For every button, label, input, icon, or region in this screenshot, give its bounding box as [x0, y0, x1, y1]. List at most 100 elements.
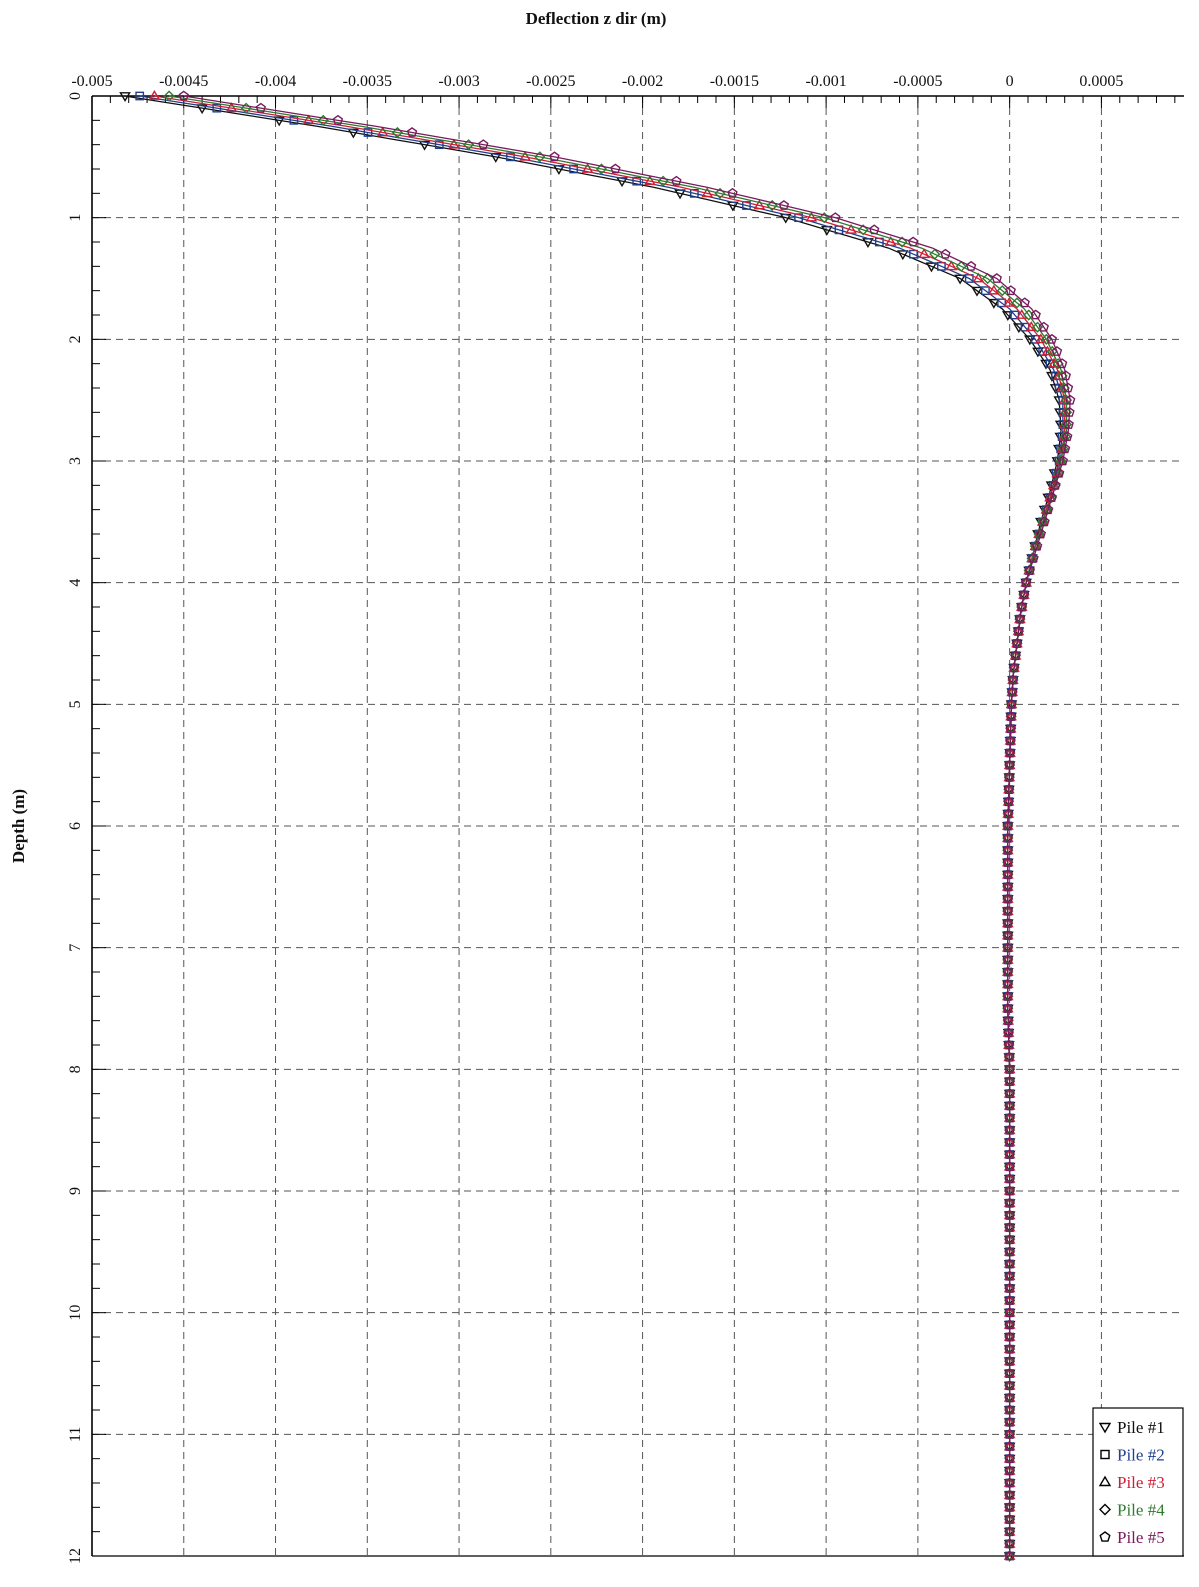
data-point [1004, 1465, 1015, 1476]
data-point [1038, 321, 1049, 332]
x-tick-label: -0.001 [805, 73, 846, 90]
data-point [988, 298, 1000, 309]
data-point [945, 260, 958, 271]
data-point [289, 115, 299, 125]
x-tick-label: 0.0005 [1079, 73, 1123, 90]
data-point [1001, 311, 1014, 321]
y-tick-label: 7 [67, 944, 84, 952]
legend-marker [1099, 1531, 1111, 1542]
data-point [1059, 443, 1071, 454]
data-point [332, 114, 344, 125]
data-point [1041, 345, 1054, 356]
data-point [632, 176, 642, 186]
data-point [1002, 820, 1014, 831]
data-point [1004, 1501, 1015, 1512]
data-point [302, 114, 315, 125]
data-point [1002, 844, 1014, 855]
data-point [671, 175, 682, 186]
data-point [1010, 650, 1021, 661]
data-point [991, 273, 1002, 283]
data-point [1004, 1550, 1015, 1561]
data-point [1004, 1161, 1015, 1172]
data-point [1019, 297, 1030, 308]
data-point [830, 212, 841, 223]
data-point [955, 260, 967, 272]
data-point [907, 236, 919, 247]
data-point [1039, 516, 1050, 527]
data-point [1005, 285, 1016, 296]
data-point [1004, 1453, 1015, 1464]
data-point [1002, 893, 1014, 904]
data-point [1004, 1209, 1015, 1220]
data-point [1002, 832, 1014, 843]
data-point [1002, 881, 1014, 892]
legend-item: Pile #4 [1099, 1501, 1165, 1520]
data-point [1064, 406, 1075, 417]
data-point [347, 128, 360, 139]
data-point [1002, 942, 1014, 953]
data-point [1004, 1368, 1015, 1378]
data-point [896, 236, 908, 248]
data-point [1004, 1343, 1015, 1354]
legend-item: Pile #3 [1098, 1473, 1165, 1492]
data-point [981, 286, 990, 296]
data-point [1040, 333, 1052, 345]
data-point [163, 90, 175, 102]
series-line [183, 95, 1071, 1556]
data-point [1046, 345, 1058, 358]
data-point [884, 236, 897, 246]
data-point [1003, 784, 1015, 794]
data-point [1002, 954, 1014, 965]
data-point [434, 140, 444, 150]
data-point [1002, 917, 1014, 928]
legend-item: Pile #5 [1099, 1528, 1165, 1547]
data-point [1032, 347, 1044, 358]
data-point [1003, 1039, 1015, 1050]
data-point [549, 151, 560, 162]
data-point [1004, 1441, 1015, 1451]
data-point [1004, 1355, 1015, 1366]
data-point [1046, 492, 1058, 502]
data-point [1004, 1112, 1015, 1123]
series-line [168, 95, 1068, 1556]
data-point [1004, 1380, 1015, 1391]
data-point [1031, 540, 1043, 551]
data-point [406, 127, 418, 137]
data-point [1004, 1428, 1015, 1439]
data-point [1004, 747, 1016, 758]
x-tick-label: -0.0045 [159, 73, 208, 90]
data-point [1002, 966, 1014, 977]
data-point [1006, 698, 1017, 709]
data-point [1004, 1319, 1015, 1330]
x-tick-label: -0.003 [438, 73, 479, 90]
data-point [1004, 1051, 1015, 1062]
x-tick-label: -0.0035 [343, 73, 392, 90]
y-tick-label: 3 [67, 457, 84, 465]
data-point [1046, 333, 1058, 344]
data-point [954, 274, 966, 285]
data-point [119, 92, 131, 102]
x-tick-label: -0.0015 [710, 73, 759, 90]
data-point [273, 116, 286, 127]
data-point [1004, 1185, 1015, 1196]
data-point [701, 187, 714, 198]
data-point [376, 126, 389, 137]
data-point [148, 90, 161, 100]
data-point [940, 248, 951, 259]
data-point [1004, 1222, 1015, 1232]
legend-marker [1098, 1475, 1112, 1487]
x-tick-label: 0 [1006, 73, 1014, 90]
data-point [1062, 382, 1074, 393]
data-point [1004, 1124, 1015, 1135]
data-point [1004, 1282, 1015, 1293]
data-point [1004, 1173, 1015, 1184]
data-point [982, 272, 994, 285]
grid [92, 96, 1184, 1556]
data-point [689, 188, 699, 198]
data-point [448, 138, 460, 149]
data-point [212, 103, 222, 113]
data-point [1024, 565, 1036, 575]
data-point [1014, 613, 1026, 624]
legend-label: Pile #2 [1117, 1446, 1165, 1465]
